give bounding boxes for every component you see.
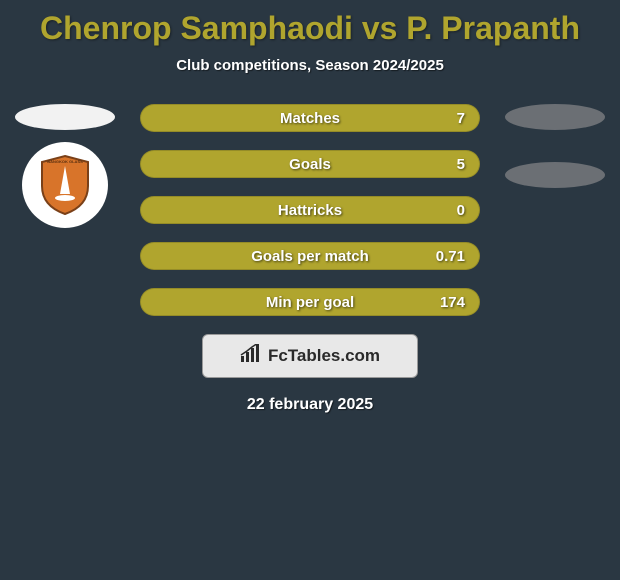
svg-text:BANGKOK GLASS: BANGKOK GLASS	[47, 159, 83, 164]
comparison-content: BANGKOK GLASS Matches7 Goals5 Hattricks0 Go…	[0, 104, 620, 316]
player2-name: P. Prapanth	[406, 10, 580, 46]
stat-value: 0	[457, 202, 465, 219]
footer-brand-text: FcTables.com	[268, 346, 380, 366]
date-text: 22 february 2025	[0, 396, 620, 414]
stat-bar: Min per goal174	[140, 288, 480, 316]
stat-bar: Goals5	[140, 150, 480, 178]
stat-bars: Matches7Goals5Hattricks0Goals per match0…	[140, 104, 480, 316]
player1-placeholder-ellipse	[15, 104, 115, 130]
stat-bar: Hattricks0	[140, 196, 480, 224]
comparison-title: Chenrop Samphaodi vs P. Prapanth	[0, 0, 620, 47]
stat-value: 5	[457, 156, 465, 173]
footer-brand-box: FcTables.com	[202, 334, 418, 378]
subtitle: Club competitions, Season 2024/2025	[0, 57, 620, 74]
club-badge-shield: BANGKOK GLASS	[38, 154, 92, 216]
stat-value: 0.71	[436, 248, 465, 265]
stat-label: Hattricks	[141, 202, 479, 219]
stat-label: Matches	[141, 110, 479, 127]
stat-label: Goals	[141, 156, 479, 173]
shield-icon: BANGKOK GLASS	[38, 154, 92, 216]
stat-bar: Matches7	[140, 104, 480, 132]
stat-value: 174	[440, 294, 465, 311]
player2-placeholder-ellipse-2	[505, 162, 605, 188]
right-column	[500, 104, 610, 200]
player2-placeholder-ellipse-1	[505, 104, 605, 130]
stat-label: Goals per match	[141, 248, 479, 265]
club-badge-circle: BANGKOK GLASS	[22, 142, 108, 228]
left-column: BANGKOK GLASS	[10, 104, 120, 228]
bar-chart-icon	[240, 344, 262, 369]
stat-label: Min per goal	[141, 294, 479, 311]
vs-separator: vs	[362, 10, 398, 46]
stat-value: 7	[457, 110, 465, 127]
player1-name: Chenrop Samphaodi	[40, 10, 353, 46]
stat-bar: Goals per match0.71	[140, 242, 480, 270]
